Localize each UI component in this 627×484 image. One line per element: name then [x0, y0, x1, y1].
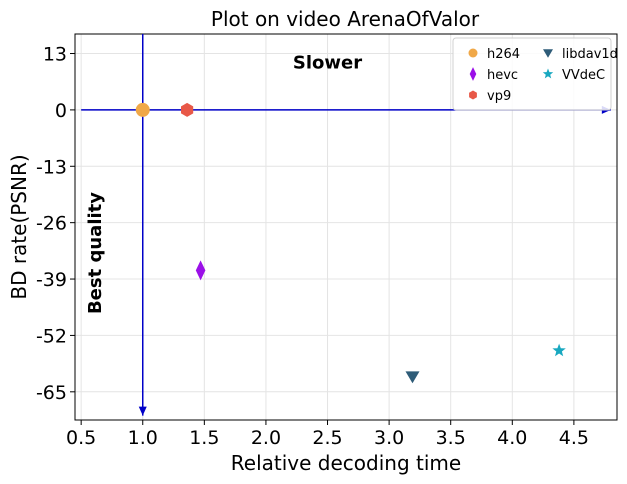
point-vvdec [552, 343, 566, 357]
point-libdav1d [405, 371, 420, 384]
legend-label-vvdec: VVdeC [562, 68, 605, 83]
annotations: Slower Best quality [85, 53, 362, 314]
legend-marker-libdav1d [543, 49, 553, 58]
legend-marker-vp9 [469, 90, 477, 100]
annotation-0: Slower [293, 53, 362, 74]
plot-frame [74, 33, 618, 421]
legend-label-h264: h264 [487, 47, 520, 62]
x-axis-label: Relative decoding time [231, 451, 461, 475]
data-points [135, 102, 566, 384]
legend-marker-h264 [468, 48, 478, 58]
legend-marker-hevc [469, 67, 477, 81]
x-tick-label-8: 4.5 [559, 427, 589, 449]
legend-label-hevc: hevc [487, 68, 518, 83]
x-tick-label-7: 4.0 [497, 427, 527, 449]
annotation-1: Best quality [85, 192, 106, 314]
point-hevc [195, 260, 206, 281]
x-tick-label-3: 2.0 [251, 427, 281, 449]
x-tick-label-2: 1.5 [189, 427, 219, 449]
y-tick-label-2: -13 [36, 156, 67, 178]
y-tick-label-1: 0 [55, 100, 67, 122]
x-tick-label-6: 3.5 [436, 427, 466, 449]
y-tick-label-6: -65 [36, 382, 67, 404]
legend-box [452, 37, 612, 111]
legend-label-libdav1d: libdav1d [562, 47, 618, 62]
y-axis-ticks: 13 0 -13 -26 -39 -52 -65 [36, 44, 75, 404]
x-axis-ticks: 0.5 1.0 1.5 2.0 2.5 3.0 3.5 4.0 4.5 [66, 420, 589, 449]
legend-marker-vvdec [542, 68, 554, 79]
y-tick-label-0: 13 [43, 44, 67, 66]
x-tick-label-4: 2.5 [312, 427, 342, 449]
guide-arrow-head-1 [138, 406, 147, 416]
y-tick-label-3: -26 [36, 213, 67, 235]
chart-title: Plot on video ArenaOfValor [211, 7, 480, 31]
point-h264 [135, 102, 150, 117]
x-tick-label-5: 3.0 [374, 427, 404, 449]
legend: h264 hevc vp9 libdav1d VVdeC [452, 37, 618, 111]
x-tick-label-1: 1.0 [128, 427, 158, 449]
legend-label-vp9: vp9 [487, 89, 511, 104]
y-tick-label-5: -52 [36, 325, 67, 347]
y-tick-label-4: -39 [36, 269, 67, 291]
point-vp9 [181, 102, 194, 117]
y-axis-label: BD rate(PSNR) [7, 154, 31, 299]
x-tick-label-0: 0.5 [66, 427, 96, 449]
